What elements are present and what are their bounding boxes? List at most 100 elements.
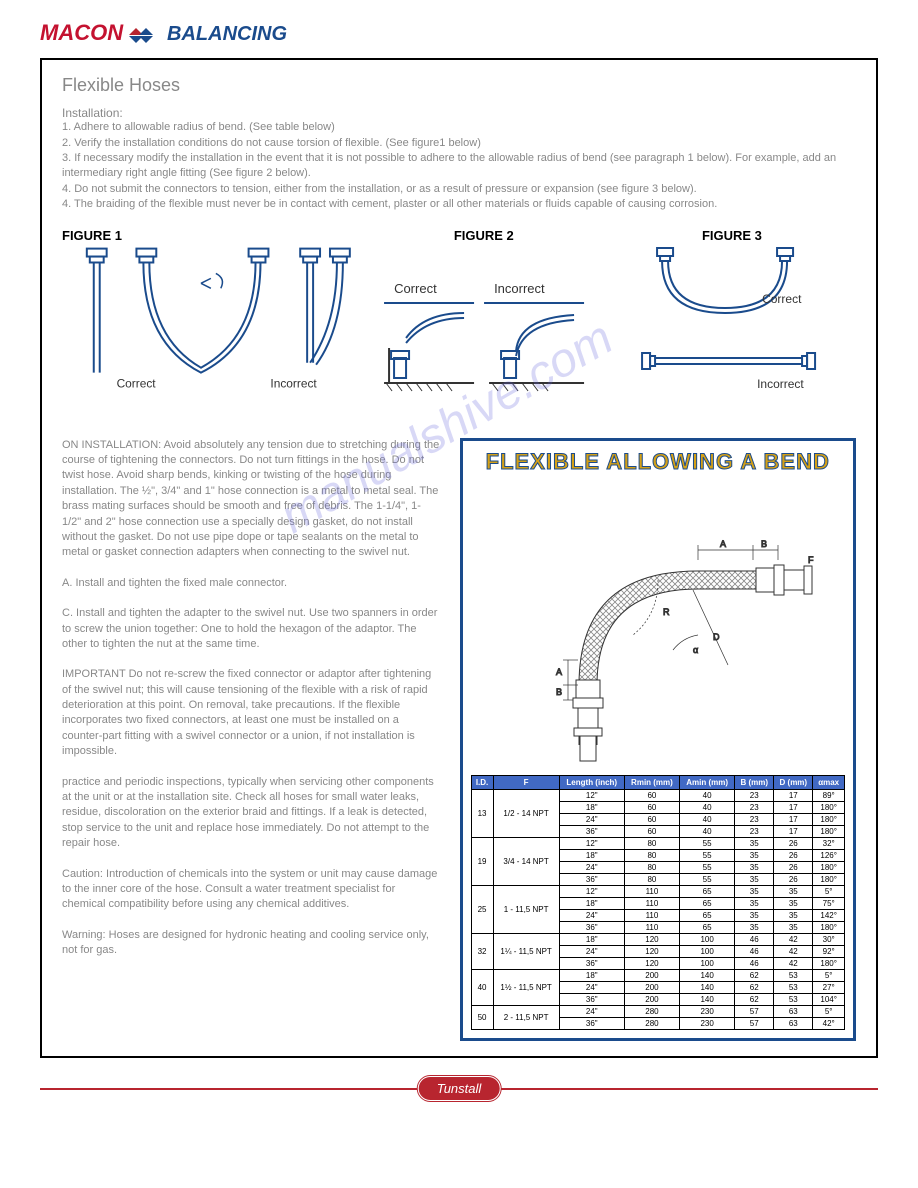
cell: 42 bbox=[774, 945, 813, 957]
bend-table: I.D.FLength (inch)Rmin (mm)Amin (mm)B (m… bbox=[471, 775, 845, 1030]
cell: 53 bbox=[774, 969, 813, 981]
cell: 110 bbox=[624, 897, 679, 909]
table-header: D (mm) bbox=[774, 775, 813, 789]
cell: 46 bbox=[735, 957, 774, 969]
cell: 120 bbox=[624, 945, 679, 957]
cell: 26 bbox=[774, 873, 813, 885]
cell: 57 bbox=[735, 1017, 774, 1029]
cell: 35 bbox=[774, 921, 813, 933]
cell: 24" bbox=[559, 813, 624, 825]
cell: 280 bbox=[624, 1017, 679, 1029]
cell: 12" bbox=[559, 789, 624, 801]
install-list: 1. Adhere to allowable radius of bend. (… bbox=[62, 120, 856, 212]
cell: 92° bbox=[813, 945, 845, 957]
table-row: 193/4 - 14 NPT12"8055352632° bbox=[471, 837, 844, 849]
install-item: 1. Adhere to allowable radius of bend. (… bbox=[62, 120, 856, 135]
cell: 42° bbox=[813, 1017, 845, 1029]
cell: 200 bbox=[624, 981, 679, 993]
install-item: 4. The braiding of the flexible must nev… bbox=[62, 197, 856, 212]
cell-f: 1 - 11,5 NPT bbox=[493, 885, 559, 933]
table-header: B (mm) bbox=[735, 775, 774, 789]
svg-text:Correct: Correct bbox=[117, 376, 157, 390]
table-row: 251 - 11,5 NPT12"1106535355° bbox=[471, 885, 844, 897]
cell: 36" bbox=[559, 825, 624, 837]
figures-row: FIGURE 1 bbox=[62, 228, 856, 418]
cell: 60 bbox=[624, 813, 679, 825]
content-box: Flexible Hoses Installation: 1. Adhere t… bbox=[40, 58, 878, 1057]
svg-text:B: B bbox=[556, 687, 562, 697]
cell: 100 bbox=[680, 945, 735, 957]
logo-area: MACON BALANCING bbox=[40, 20, 878, 48]
cell: 35 bbox=[774, 909, 813, 921]
cell: 280 bbox=[624, 1005, 679, 1017]
cell-id: 25 bbox=[471, 885, 493, 933]
svg-text:Incorrect: Incorrect bbox=[757, 377, 804, 391]
cell: 18" bbox=[559, 897, 624, 909]
cell: 180° bbox=[813, 921, 845, 933]
cell: 36" bbox=[559, 1017, 624, 1029]
cell: 60 bbox=[624, 825, 679, 837]
cell-id: 50 bbox=[471, 1005, 493, 1029]
cell: 180° bbox=[813, 825, 845, 837]
cell: 24" bbox=[559, 945, 624, 957]
cell: 53 bbox=[774, 981, 813, 993]
cell-f: 1¼ - 11,5 NPT bbox=[493, 933, 559, 969]
table-header: αmax bbox=[813, 775, 845, 789]
cell: 35 bbox=[735, 861, 774, 873]
cell: 110 bbox=[624, 885, 679, 897]
cell: 40 bbox=[680, 813, 735, 825]
svg-text:R: R bbox=[663, 607, 670, 617]
cell: 55 bbox=[680, 861, 735, 873]
cell: 55 bbox=[680, 837, 735, 849]
svg-text:Incorrect: Incorrect bbox=[270, 376, 317, 390]
cell: 17 bbox=[774, 825, 813, 837]
cell: 30° bbox=[813, 933, 845, 945]
cell: 100 bbox=[680, 957, 735, 969]
left-text-column: ON INSTALLATION: Avoid absolutely any te… bbox=[62, 438, 440, 1041]
table-header: Rmin (mm) bbox=[624, 775, 679, 789]
cell: 5° bbox=[813, 969, 845, 981]
cell: 46 bbox=[735, 945, 774, 957]
cell: 35 bbox=[735, 909, 774, 921]
cell: 63 bbox=[774, 1017, 813, 1029]
svg-text:F: F bbox=[808, 555, 814, 565]
cell: 89° bbox=[813, 789, 845, 801]
cell: 24" bbox=[559, 909, 624, 921]
svg-text:A: A bbox=[556, 667, 562, 677]
cell: 140 bbox=[680, 981, 735, 993]
cell: 32° bbox=[813, 837, 845, 849]
cell-f: 2 - 11,5 NPT bbox=[493, 1005, 559, 1029]
cell: 5° bbox=[813, 885, 845, 897]
cell: 65 bbox=[680, 897, 735, 909]
cell: 18" bbox=[559, 933, 624, 945]
install-label: Installation: bbox=[62, 106, 856, 120]
table-header: I.D. bbox=[471, 775, 493, 789]
figure-3-label: FIGURE 3 bbox=[608, 228, 856, 243]
cell: 142° bbox=[813, 909, 845, 921]
cell: 46 bbox=[735, 933, 774, 945]
svg-text:Correct: Correct bbox=[394, 281, 437, 296]
para-important: IMPORTANT Do not re-screw the fixed conn… bbox=[62, 667, 440, 759]
cell: 35 bbox=[774, 897, 813, 909]
bend-title: FLEXIBLE ALLOWING A BEND bbox=[471, 449, 845, 475]
cell: 36" bbox=[559, 921, 624, 933]
cell: 120 bbox=[624, 957, 679, 969]
cell-id: 13 bbox=[471, 789, 493, 837]
cell: 180° bbox=[813, 957, 845, 969]
cell: 110 bbox=[624, 921, 679, 933]
cell-f: 3/4 - 14 NPT bbox=[493, 837, 559, 885]
logo-balancing: BALANCING bbox=[167, 23, 287, 45]
cell: 230 bbox=[680, 1017, 735, 1029]
cell: 180° bbox=[813, 873, 845, 885]
cell: 17 bbox=[774, 813, 813, 825]
table-header: Amin (mm) bbox=[680, 775, 735, 789]
cell: 35 bbox=[735, 873, 774, 885]
cell: 110 bbox=[624, 909, 679, 921]
cell: 35 bbox=[735, 885, 774, 897]
cell: 126° bbox=[813, 849, 845, 861]
cell: 65 bbox=[680, 909, 735, 921]
cell: 17 bbox=[774, 789, 813, 801]
cell-id: 40 bbox=[471, 969, 493, 1005]
logo-arrows-icon bbox=[128, 23, 158, 48]
table-row: 321¼ - 11,5 NPT18"120100464230° bbox=[471, 933, 844, 945]
